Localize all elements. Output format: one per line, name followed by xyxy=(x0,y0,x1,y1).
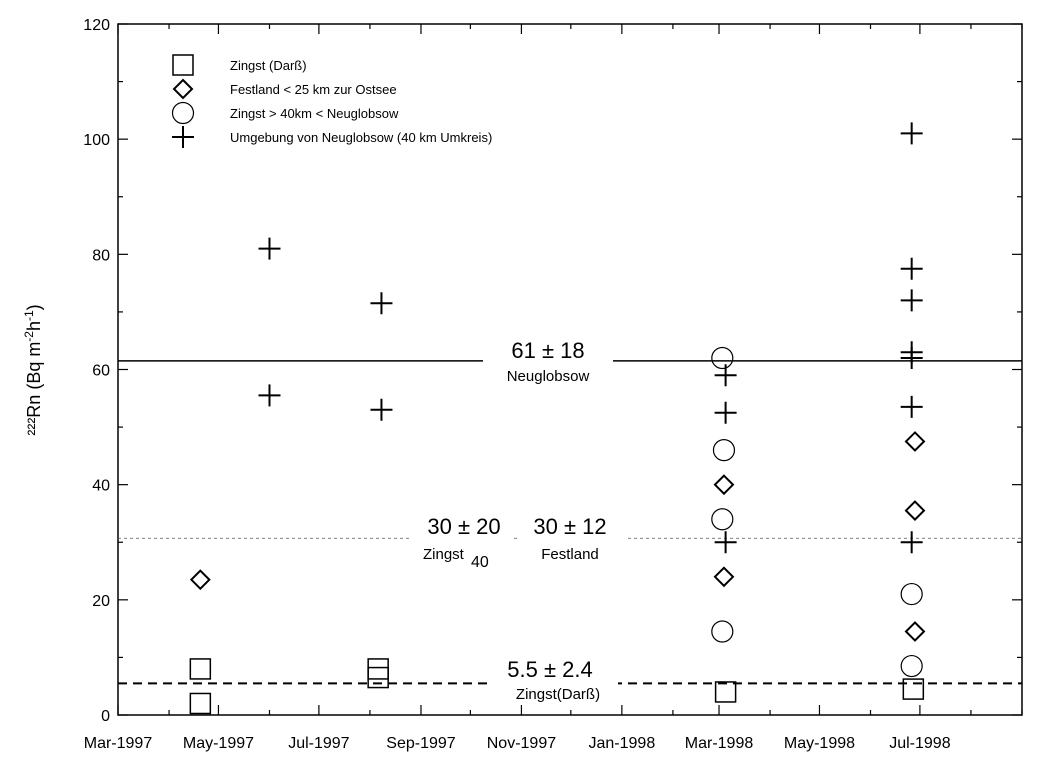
x-tick-label: Mar-1998 xyxy=(685,735,754,752)
data-point-plus xyxy=(900,531,923,554)
legend-label: Zingst (Darß) xyxy=(230,58,307,73)
annotation-zingst40-value: 30 ± 20 xyxy=(427,514,500,539)
data-point-plus xyxy=(900,289,923,312)
annotation-festland-value: 30 ± 12 xyxy=(533,514,606,539)
legend-marker-diamond xyxy=(172,78,194,100)
y-tick-label: 120 xyxy=(83,17,110,34)
y-tick-label: 0 xyxy=(101,708,110,725)
data-point-diamond xyxy=(904,621,926,642)
y-tick-labels: 0 20 40 60 80 100 120 xyxy=(83,17,110,725)
data-point-plus xyxy=(714,364,737,387)
data-point-circle xyxy=(711,620,734,643)
annotation-darss-label: Zingst(Darß) xyxy=(516,686,600,703)
legend-label: Festland < 25 km zur Ostsee xyxy=(230,82,397,97)
data-point-plus xyxy=(370,398,393,421)
annotation-festland-label: Festland xyxy=(541,546,599,563)
x-tick-label: May-1997 xyxy=(183,735,254,752)
legend-label: Umgebung von Neuglobsow (40 km Umkreis) xyxy=(230,130,492,145)
data-point-diamond xyxy=(713,566,735,588)
legend-marker-plus xyxy=(172,126,194,148)
data-point-plus xyxy=(714,531,737,554)
data-point-circle xyxy=(900,654,923,678)
data-point-plus xyxy=(900,395,923,418)
data-point-square xyxy=(714,681,737,703)
x-tick-label: Nov-1997 xyxy=(487,735,556,752)
x-tick-label: Sep-1997 xyxy=(386,735,455,752)
data-point-plus xyxy=(258,384,281,407)
data-point-circle xyxy=(712,439,736,462)
x-tick-label: Mar-1997 xyxy=(84,735,153,752)
data-point-square xyxy=(367,658,389,680)
annotation-zingst40-label: Zingst xyxy=(423,546,465,563)
data-point-circle xyxy=(900,582,923,606)
data-point-plus xyxy=(900,257,923,280)
data-markers xyxy=(189,122,926,715)
y-tick-label: 80 xyxy=(92,247,110,264)
y-tick-label: 60 xyxy=(92,363,110,380)
legend-marker-circle xyxy=(171,101,195,125)
axis-ticks xyxy=(117,23,1023,716)
data-point-plus xyxy=(258,237,281,260)
legend-marker-square xyxy=(172,54,194,76)
annotations: 61 ± 18 Neuglobsow 30 ± 20 Zingst 40 30 … xyxy=(410,336,626,704)
data-point-plus xyxy=(900,346,923,369)
data-point-circle xyxy=(711,346,734,370)
annotation-neuglobsow-label: Neuglobsow xyxy=(507,368,590,385)
y-tick-label: 40 xyxy=(92,478,110,495)
data-point-square xyxy=(189,658,212,680)
data-point-square xyxy=(367,666,389,689)
data-point-square xyxy=(902,678,925,700)
data-point-square xyxy=(189,692,212,715)
data-point-diamond xyxy=(904,431,926,452)
data-point-diamond xyxy=(189,569,211,591)
legend: Zingst (Darß) Festland < 25 km zur Ostsee… xyxy=(171,54,492,148)
x-tick-label: Jul-1997 xyxy=(288,735,349,752)
annotation-zingst40-subscript: 40 xyxy=(471,554,489,571)
data-point-plus xyxy=(370,292,393,315)
annotation-neuglobsow-value: 61 ± 18 xyxy=(511,338,584,363)
y-tick-label: 20 xyxy=(92,593,110,610)
legend-label: Zingst > 40km < Neuglobsow xyxy=(230,106,399,121)
x-tick-label: May-1998 xyxy=(784,735,855,752)
annotation-darss-value: 5.5 ± 2.4 xyxy=(507,657,592,682)
data-point-plus xyxy=(714,401,737,424)
data-point-diamond xyxy=(713,474,735,496)
y-axis-label: ²²²Rn (Bq m-2h-1) xyxy=(22,304,44,435)
data-point-diamond xyxy=(904,500,926,521)
x-tick-label: Jul-1998 xyxy=(889,735,950,752)
y-tick-label: 100 xyxy=(83,132,110,149)
x-tick-label: Jan-1998 xyxy=(589,735,656,752)
data-point-plus xyxy=(900,122,923,145)
data-point-circle xyxy=(711,508,734,531)
x-tick-labels: Mar-1997 May-1997 Jul-1997 Sep-1997 Nov-1997… xyxy=(84,735,951,752)
